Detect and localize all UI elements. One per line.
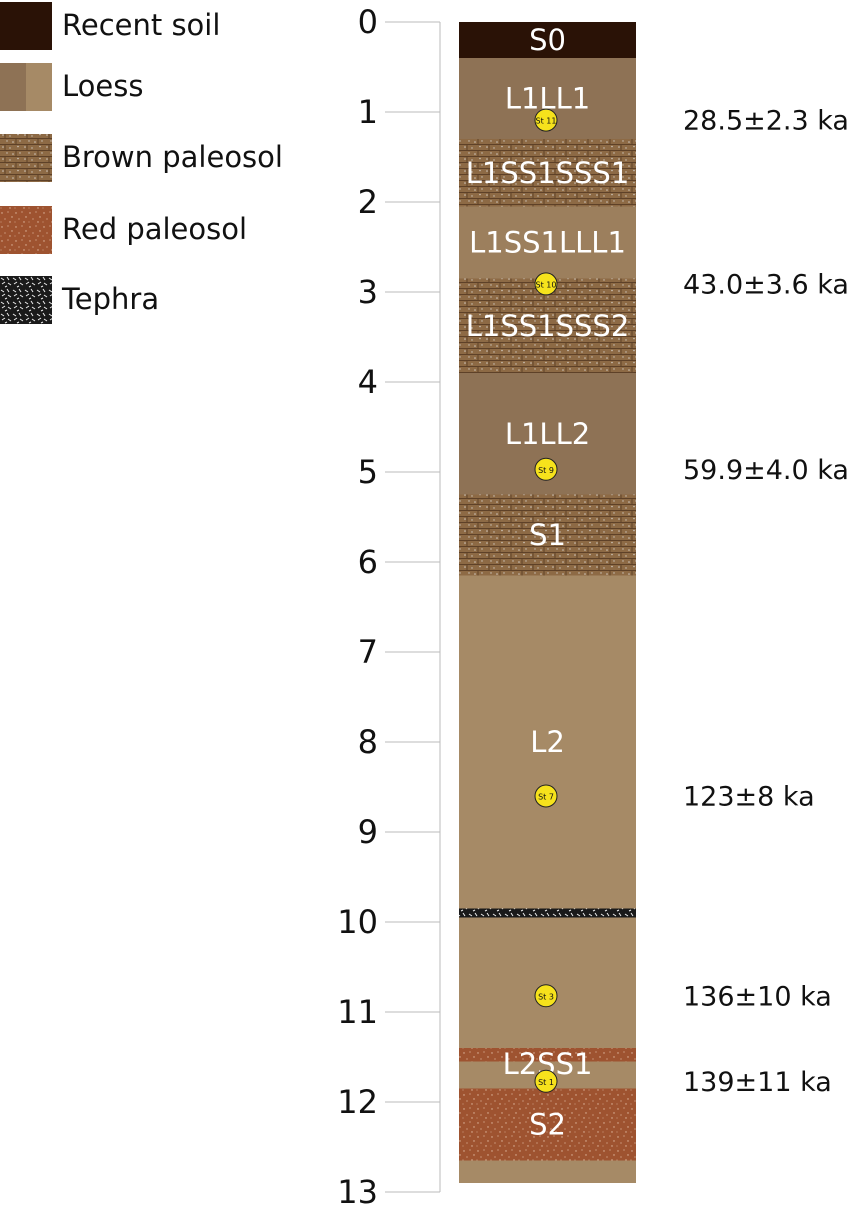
sample-age: 139±11 ka bbox=[683, 1067, 832, 1098]
tick-label: 9 bbox=[358, 813, 378, 851]
layer-label: S0 bbox=[529, 23, 566, 57]
legend-label: Loess bbox=[62, 69, 143, 103]
sample-age: 43.0±3.6 ka bbox=[683, 269, 848, 300]
samples: St 11 28.5±2.3 ka St 10 43.0±3.6 ka St 9 59.9… bbox=[534, 106, 848, 1098]
sample-marker bbox=[534, 108, 558, 132]
tick-label: 10 bbox=[337, 903, 378, 941]
tick-label: 3 bbox=[358, 273, 378, 311]
layer bbox=[459, 22, 636, 58]
layer bbox=[459, 917, 636, 1048]
layer bbox=[459, 139, 636, 207]
layer bbox=[459, 908, 636, 918]
tick-label: 1 bbox=[358, 93, 378, 131]
sample-marker bbox=[534, 272, 558, 296]
layer bbox=[459, 1048, 636, 1062]
tick-label: 8 bbox=[358, 723, 378, 761]
sample-marker bbox=[534, 984, 558, 1008]
legend: Recent soil Loess Brown paleosol Red paleos… bbox=[0, 2, 283, 324]
sample-marker bbox=[534, 784, 558, 808]
tick-label: 13 bbox=[337, 1173, 378, 1208]
legend-label: Recent soil bbox=[62, 8, 220, 42]
sample-id: St 10 bbox=[536, 280, 557, 289]
sample-marker bbox=[534, 457, 558, 481]
layer-label: L2 bbox=[530, 725, 565, 759]
layer bbox=[459, 1160, 636, 1183]
sample-age: 59.9±4.0 ka bbox=[683, 455, 848, 486]
sample-id: St 3 bbox=[538, 992, 554, 1001]
sample-id: St 11 bbox=[536, 117, 557, 126]
tick-label: 7 bbox=[358, 633, 378, 671]
legend-swatch bbox=[0, 2, 52, 50]
layer-label: S2 bbox=[529, 1108, 566, 1142]
layer-label: S1 bbox=[529, 518, 566, 552]
legend-swatch bbox=[0, 276, 52, 324]
sample-age: 28.5±2.3 ka bbox=[683, 106, 848, 137]
tick-label: 4 bbox=[358, 363, 378, 401]
tick-label: 5 bbox=[358, 453, 378, 491]
sample-id: St 7 bbox=[538, 793, 554, 802]
sample-age: 136±10 ka bbox=[683, 981, 832, 1012]
legend-swatch bbox=[0, 206, 52, 254]
sample-id: St 1 bbox=[538, 1078, 554, 1087]
sample-id: St 9 bbox=[538, 466, 554, 475]
layer bbox=[459, 206, 636, 279]
layer-label: L1LL2 bbox=[505, 417, 590, 451]
legend-swatch bbox=[0, 63, 52, 111]
tick-label: 12 bbox=[337, 1083, 378, 1121]
layer-label: L1SS1LLL1 bbox=[469, 226, 626, 260]
legend-label: Brown paleosol bbox=[62, 140, 283, 174]
layer bbox=[459, 494, 636, 576]
tick-label: 11 bbox=[337, 993, 378, 1031]
tick-label: 2 bbox=[358, 183, 378, 221]
sample-marker bbox=[534, 1069, 558, 1093]
legend-label: Tephra bbox=[61, 282, 159, 316]
tick-label: 6 bbox=[358, 543, 378, 581]
column: S0L1LL1L1SS1SSS1L1SS1LLL1L1SS1SSS2L1LL2S… bbox=[459, 22, 636, 1183]
tick-label: 0 bbox=[358, 3, 378, 41]
sample-age: 123±8 ka bbox=[683, 782, 815, 813]
legend-label: Red paleosol bbox=[62, 212, 247, 246]
layer bbox=[459, 575, 636, 909]
layer-label: L1SS1SSS1 bbox=[466, 156, 630, 190]
legend-swatch bbox=[0, 134, 52, 182]
layer bbox=[459, 1088, 636, 1161]
layer-label: L1SS1SSS2 bbox=[466, 309, 630, 343]
